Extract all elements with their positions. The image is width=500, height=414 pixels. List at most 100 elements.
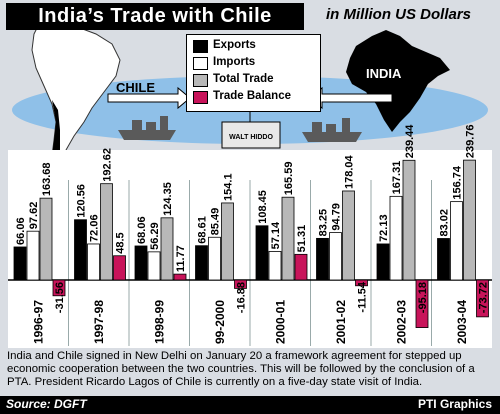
legend-label-trade-balance: Trade Balance [213,90,291,102]
data-label-trade-balance-1996-97: -31.56 [54,282,66,313]
bar-imports-1996-97 [26,230,40,281]
cargo-ship-left-icon [118,116,176,140]
legend-swatch-trade-balance [193,91,208,104]
legend: Exports Imports Total Trade Trade Balanc… [186,34,321,112]
bar-trade-balance-2001-02 [355,279,368,287]
data-label-exports-2002-03: 72.13 [378,214,390,242]
cargo-crate-icon: WALT HIDDO [221,110,281,149]
data-label-imports-2001-02: 94.79 [331,203,343,231]
bar-total-trade-2003-04 [463,159,476,281]
bar-exports-2002-03 [376,243,390,281]
data-label-exports-2000-01: 108.45 [257,190,269,224]
bar-trade-balance-99-2000 [234,279,247,289]
bar-imports-1998-99 [147,251,161,281]
data-label-imports-1998-99: 56.29 [149,222,161,250]
data-label-imports-1997-98: 72.06 [89,214,101,242]
category-label-1998-99: 1998-99 [152,300,166,344]
data-label-imports-99-2000: 85.49 [210,208,222,236]
bar-exports-2000-01 [255,225,269,281]
data-label-exports-99-2000: 68.61 [197,216,209,244]
unit-label: in Million US Dollars [326,6,472,23]
data-label-exports-2001-02: 83.25 [318,209,330,237]
bar-total-trade-2002-03 [402,159,416,281]
data-label-total-trade-1998-99: 124.35 [162,182,174,216]
data-label-exports-1998-99: 68.06 [136,216,148,244]
bar-trade-balance-1998-99 [173,273,187,281]
category-label-2003-04: 2003-04 [455,300,469,344]
crate-label: WALT HIDDO [229,134,273,141]
legend-swatch-imports [193,57,208,70]
data-label-total-trade-99-2000: 154.1 [223,173,235,201]
data-label-imports-1996-97: 97.62 [28,202,40,230]
bar-imports-2002-03 [389,195,403,281]
data-label-trade-balance-2002-03: -95.18 [417,282,429,313]
bar-imports-99-2000 [208,236,221,281]
bar-trade-balance-2000-01 [294,253,308,281]
data-label-total-trade-2000-01: 165.59 [283,162,295,196]
bar-imports-2001-02 [329,232,342,281]
legend-swatch-total-trade [193,74,208,87]
category-label-2002-03: 2002-03 [394,300,408,344]
legend-label-imports: Imports [213,56,256,68]
data-label-total-trade-2002-03: 239.44 [404,124,416,159]
bar-total-trade-1998-99 [160,217,174,281]
chile-highlight-icon [52,100,60,162]
data-label-exports-2003-04: 83.02 [439,209,451,237]
caption-text: India and Chile signed in New Delhi on J… [7,350,475,388]
chile-label: CHILE [116,80,155,95]
data-label-total-trade-1997-98: 192.62 [102,148,114,182]
trade-arrow-right-icon [107,86,191,110]
category-label-1997-98: 1997-98 [92,300,106,344]
bar-total-trade-2001-02 [342,190,355,281]
data-label-imports-2002-03: 167.31 [391,161,403,195]
bar-total-trade-1997-98 [100,183,113,281]
data-label-total-trade-1996-97: 163.68 [41,163,53,197]
data-label-imports-2003-04: 156.74 [452,165,464,200]
data-label-trade-balance-2000-01: 51.31 [296,225,308,253]
bar-total-trade-1996-97 [39,197,53,281]
data-label-trade-balance-1998-99: 11.77 [175,245,187,272]
bar-exports-99-2000 [195,245,208,281]
footer-bar: Source: DGFT PTI Graphics [0,396,500,414]
data-label-trade-balance-2003-04: -73.72 [478,282,490,313]
data-label-total-trade-2001-02: 178.04 [344,154,356,189]
bar-exports-2001-02 [316,237,329,281]
data-label-exports-1997-98: 120.56 [76,184,88,218]
bar-exports-1998-99 [134,245,148,281]
data-label-trade-balance-2001-02: -11.54 [357,281,369,312]
credit-label: PTI Graphics [417,397,492,411]
data-label-trade-balance-99-2000: -16.88 [236,282,248,313]
bar-trade-balance-1997-98 [113,255,126,281]
bar-exports-1996-97 [13,246,27,281]
legend-label-total-trade: Total Trade [213,73,274,85]
data-label-imports-2000-01: 57.14 [270,221,282,249]
bar-trade-balance-2002-03 [415,279,429,328]
india-map-icon [346,30,450,132]
bar-imports-1997-98 [87,243,100,281]
india-label: INDIA [366,66,402,81]
bar-total-trade-2000-01 [281,196,295,281]
category-label-99-2000: 99-2000 [213,300,227,344]
south-america-map-icon [31,19,121,163]
legend-label-exports: Exports [213,39,256,51]
bar-imports-2000-01 [268,251,282,281]
bar-exports-2003-04 [437,238,450,281]
data-label-exports-1996-97: 66.06 [15,217,27,245]
chart-title: India’s Trade with Chile [6,3,304,30]
data-label-trade-balance-1997-98: 48.5 [115,232,127,253]
bar-total-trade-99-2000 [221,202,234,281]
category-label-2001-02: 2001-02 [334,300,348,344]
category-label-1996-97: 1996-97 [31,300,45,344]
bar-exports-1997-98 [74,219,87,281]
data-label-total-trade-2003-04: 239.76 [465,124,477,158]
category-label-2000-01: 2000-01 [273,300,287,344]
legend-swatch-exports [193,40,208,53]
cargo-ship-right-icon [302,118,362,142]
bar-imports-2003-04 [450,201,463,281]
source-label: Source: DGFT [6,397,87,411]
bar-trade-balance-2003-04 [476,279,489,318]
bar-trade-balance-1996-97 [52,279,66,297]
